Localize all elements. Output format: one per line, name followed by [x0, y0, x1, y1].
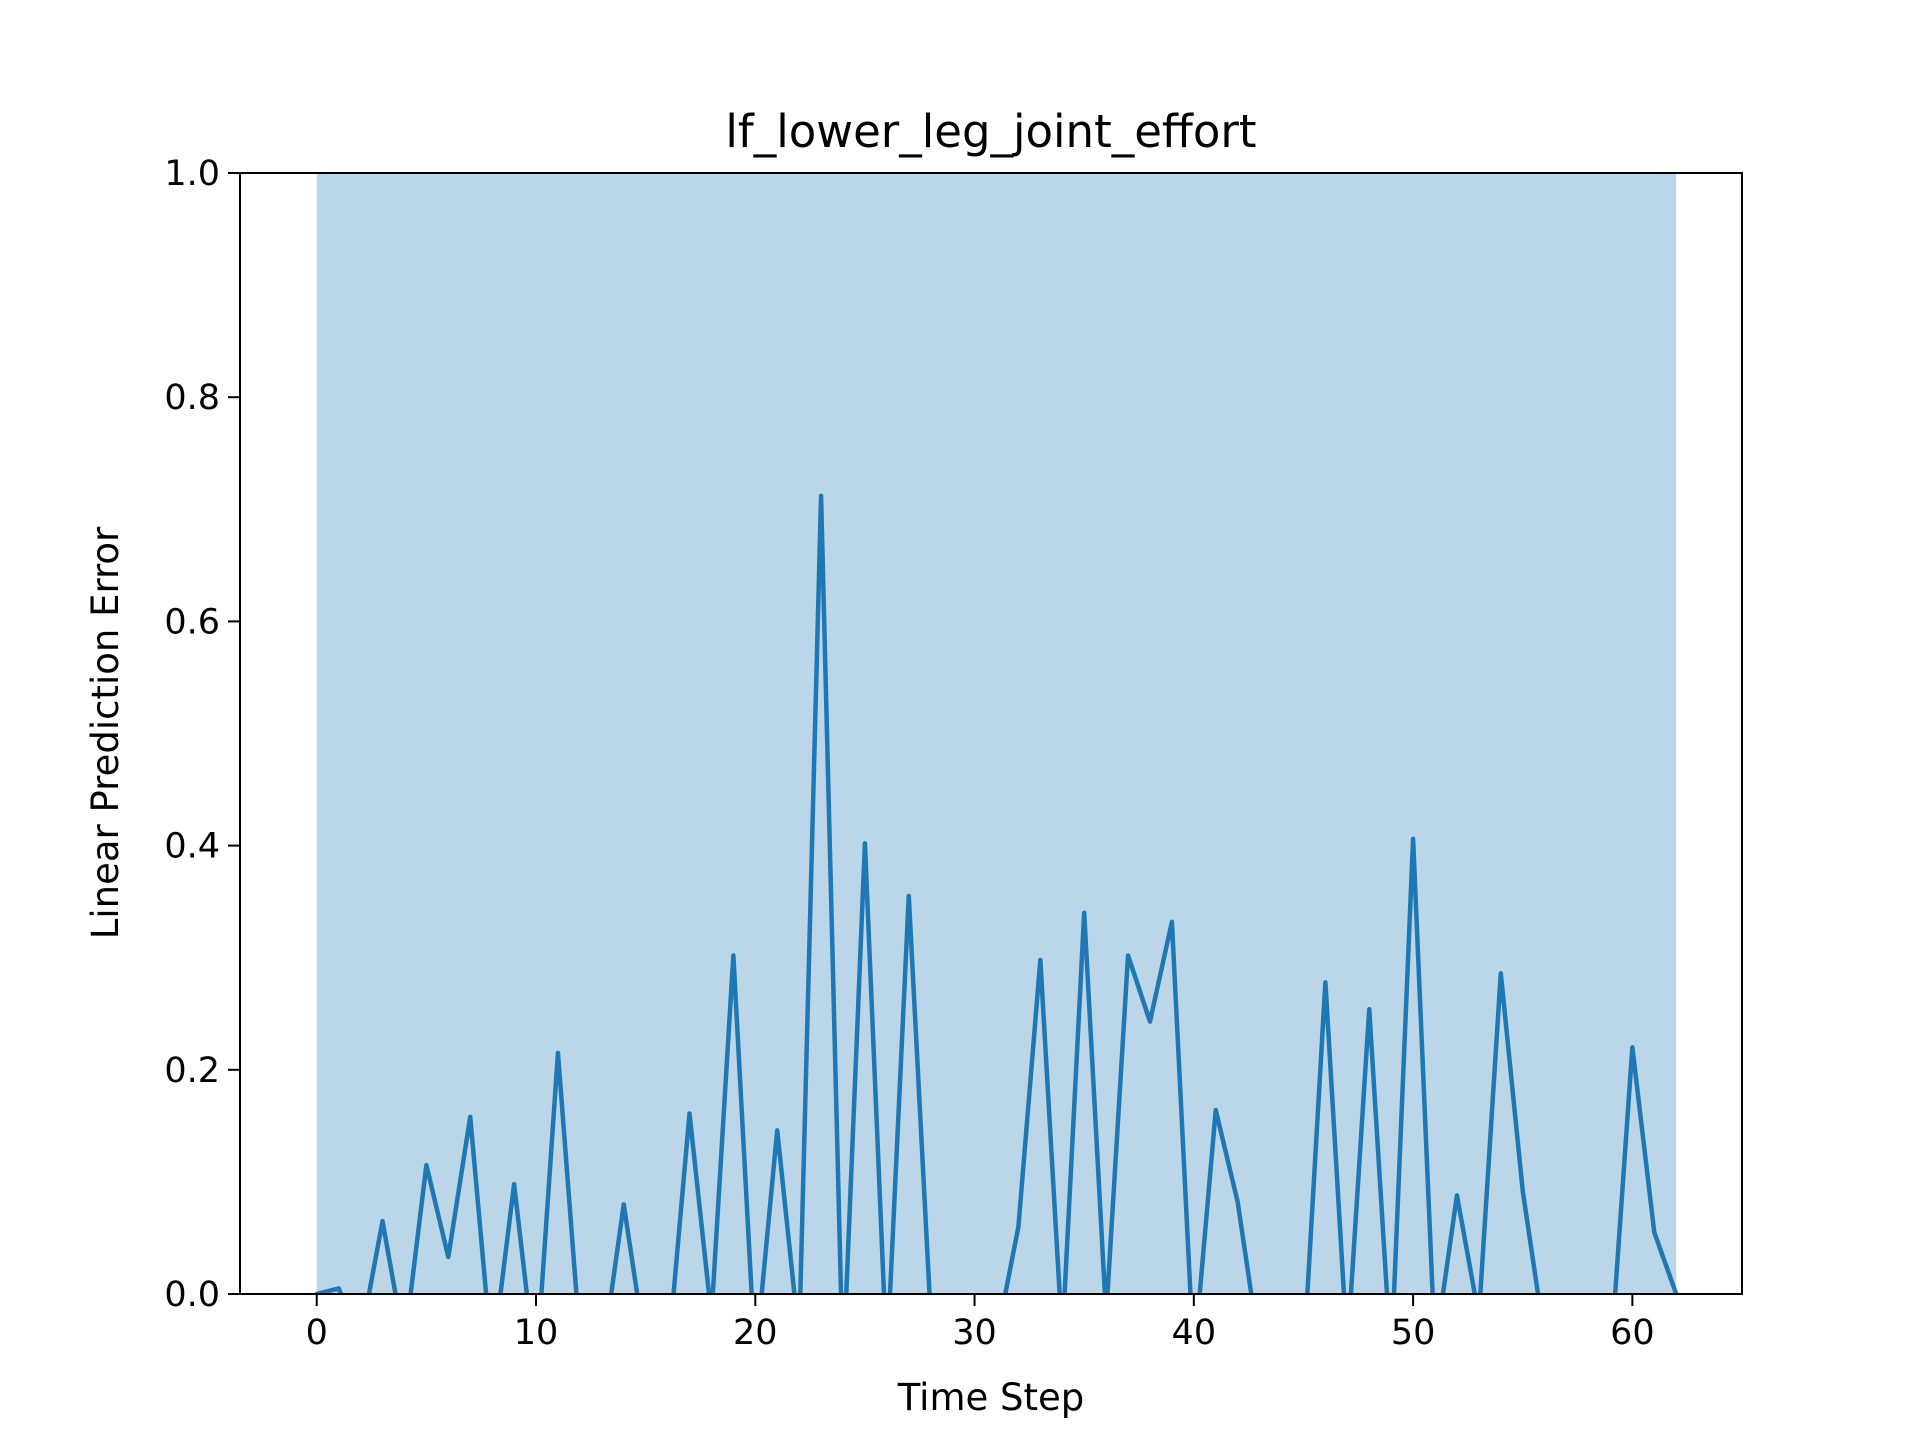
y-tick-label: 0.2 [164, 1051, 220, 1091]
series-line [314, 493, 1679, 1294]
y-tick-label: 0.6 [164, 602, 220, 642]
x-tick-label: 10 [514, 1313, 559, 1353]
x-tick-label: 20 [733, 1313, 778, 1353]
y-axis: 0.0 0.2 0.4 0.6 0.8 1.0 [164, 154, 240, 1315]
x-tick-label: 0 [306, 1313, 328, 1353]
y-tick-label: 1.0 [164, 154, 220, 194]
x-tick-label: 40 [1172, 1313, 1217, 1353]
x-axis: 0 10 20 30 40 50 60 [306, 1294, 1655, 1353]
y-tick-label: 0.0 [164, 1275, 220, 1315]
chart-title: lf_lower_leg_joint_effort [725, 105, 1256, 158]
y-tick-label: 0.8 [164, 378, 220, 418]
x-axis-label: Time Step [897, 1376, 1085, 1419]
y-tick-label: 0.4 [164, 827, 220, 867]
shaded-band [316, 173, 1677, 1294]
x-tick-label: 60 [1610, 1313, 1655, 1353]
plot-frame [239, 172, 1743, 1295]
x-tick-label: 50 [1391, 1313, 1436, 1353]
x-tick-label: 30 [952, 1313, 997, 1353]
y-axis-label: Linear Prediction Error [84, 526, 127, 939]
